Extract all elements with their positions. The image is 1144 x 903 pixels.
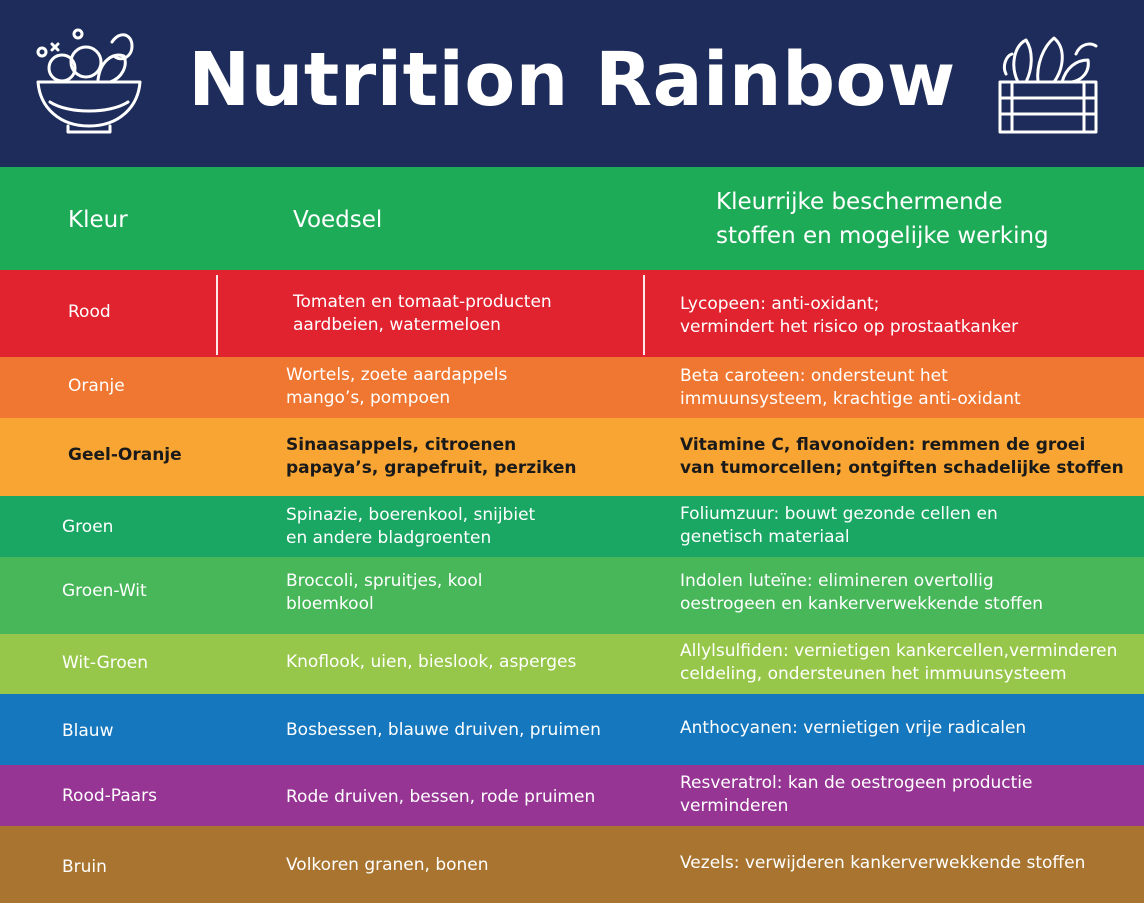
cell-voedsel-line1: Wortels, zoete aardappels [286, 365, 508, 385]
cell-voedsel-line2: aardbeien, watermeloen [293, 315, 501, 335]
cell-voedsel-line1: Knoflook, uien, bieslook, asperges [286, 652, 577, 672]
cell-voedsel-line1: Bosbessen, blauwe druiven, pruimen [286, 720, 601, 740]
cell-voedsel: Bosbessen, blauwe druiven, pruimen [286, 719, 636, 742]
cell-voedsel: Wortels, zoete aardappels mango’s, pompo… [286, 364, 636, 410]
cell-kleur: Oranje [68, 376, 125, 396]
cell-kleur: Groen-Wit [62, 581, 147, 601]
cell-stoffen-line1: Lycopeen: anti-oxidant; [680, 294, 880, 314]
cell-kleur: Rood [68, 302, 111, 322]
cell-stoffen: Beta caroteen: ondersteunt het immuunsys… [680, 365, 1140, 411]
cell-kleur: Rood-Paars [62, 786, 157, 806]
cell-voedsel: Volkoren granen, bonen [286, 854, 636, 877]
cell-voedsel-line1: Tomaten en tomaat-producten [293, 292, 552, 312]
column-divider-right [643, 275, 645, 355]
cell-voedsel: Rode druiven, bessen, rode pruimen [286, 786, 636, 809]
cell-voedsel: Broccoli, spruitjes, kool bloemkool [286, 570, 636, 616]
cell-stoffen: Lycopeen: anti-oxidant; vermindert het r… [680, 293, 1140, 339]
column-header-row: Kleur Voedsel Kleurrijke beschermende st… [0, 167, 1144, 270]
cell-voedsel-line1: Sinaasappels, citroenen [286, 435, 517, 455]
table-row-wit-groen: Wit-Groen Knoflook, uien, bieslook, aspe… [0, 634, 1144, 694]
table-row-oranje: Oranje Wortels, zoete aardappels mango’s… [0, 357, 1144, 418]
cell-voedsel-line2: bloemkool [286, 594, 374, 614]
cell-stoffen: Allylsulfiden: vernietigen kankercellen,… [680, 640, 1140, 686]
cell-stoffen-line2: vermindert het risico op prostaatkanker [680, 317, 1019, 337]
cell-stoffen-line2: verminderen [680, 796, 789, 816]
cell-stoffen: Vitamine C, flavonoïden: remmen de groei… [680, 434, 1140, 480]
cell-voedsel: Knoflook, uien, bieslook, asperges [286, 651, 636, 674]
cell-stoffen: Anthocyanen: vernietigen vrije radicalen [680, 717, 1140, 740]
cell-stoffen-line1: Vezels: verwijderen kankerverwekkende st… [680, 853, 1086, 873]
salad-bowl-icon [36, 28, 142, 134]
cell-stoffen-line1: Allylsulfiden: vernietigen kankercellen,… [680, 641, 1118, 661]
cell-stoffen: Foliumzuur: bouwt gezonde cellen en gene… [680, 503, 1140, 549]
cell-stoffen-line2: genetisch materiaal [680, 527, 850, 547]
cell-stoffen-line1: Anthocyanen: vernietigen vrije radicalen [680, 718, 1027, 738]
cell-voedsel-line2: en andere bladgroenten [286, 528, 492, 548]
cell-voedsel-line1: Spinazie, boerenkool, snijbiet [286, 505, 536, 525]
cell-voedsel: Tomaten en tomaat-producten aardbeien, w… [293, 291, 643, 337]
column-header-voedsel: Voedsel [293, 207, 383, 233]
table-row-geel-oranje: Geel-Oranje Sinaasappels, citroenen papa… [0, 418, 1144, 496]
cell-stoffen-line2: immuunsysteem, krachtige anti-oxidant [680, 389, 1021, 409]
cell-stoffen-line1: Indolen luteïne: elimineren overtollig [680, 571, 994, 591]
cell-voedsel-line1: Volkoren granen, bonen [286, 855, 489, 875]
cell-stoffen-line2: oestrogeen en kankerverwekkende stoffen [680, 594, 1044, 614]
cell-stoffen: Vezels: verwijderen kankerverwekkende st… [680, 852, 1140, 875]
cell-stoffen-line1: Resveratrol: kan de oestrogeen productie [680, 773, 1033, 793]
column-header-stoffen: Kleurrijke beschermende stoffen en mogel… [716, 185, 1136, 253]
page-title: Nutrition Rainbow [188, 37, 956, 123]
cell-voedsel-line2: mango’s, pompoen [286, 388, 451, 408]
cell-stoffen: Indolen luteïne: elimineren overtollig o… [680, 570, 1140, 616]
header-banner: Nutrition Rainbow [0, 0, 1144, 167]
vegetable-crate-icon [998, 36, 1098, 134]
cell-stoffen-line2: celdeling, ondersteunen het immuunsystee… [680, 664, 1067, 684]
cell-stoffen-line1: Vitamine C, flavonoïden: remmen de groei [680, 435, 1086, 455]
cell-stoffen: Resveratrol: kan de oestrogeen productie… [680, 772, 1140, 818]
cell-voedsel-line1: Rode druiven, bessen, rode pruimen [286, 787, 596, 807]
table-row-groen-wit: Groen-Wit Broccoli, spruitjes, kool bloe… [0, 557, 1144, 634]
table-row-rood: Rood Tomaten en tomaat-producten aardbei… [0, 270, 1144, 357]
cell-voedsel-line2: papaya’s, grapefruit, perziken [286, 458, 577, 478]
column-header-kleur: Kleur [68, 207, 128, 233]
cell-voedsel-line1: Broccoli, spruitjes, kool [286, 571, 483, 591]
cell-kleur: Groen [62, 517, 114, 537]
cell-kleur: Wit-Groen [62, 653, 149, 673]
cell-kleur: Blauw [62, 721, 114, 741]
table-row-groen: Groen Spinazie, boerenkool, snijbiet en … [0, 496, 1144, 557]
table-row-rood-paars: Rood-Paars Rode druiven, bessen, rode pr… [0, 765, 1144, 826]
cell-kleur: Geel-Oranje [68, 445, 182, 465]
table-row-blauw: Blauw Bosbessen, blauwe druiven, pruimen… [0, 694, 1144, 765]
cell-kleur: Bruin [62, 857, 107, 877]
cell-stoffen-line1: Foliumzuur: bouwt gezonde cellen en [680, 504, 998, 524]
cell-voedsel: Spinazie, boerenkool, snijbiet en andere… [286, 504, 636, 550]
column-header-stoffen-line1: Kleurrijke beschermende [716, 189, 1003, 215]
column-divider-left [216, 275, 218, 355]
cell-voedsel: Sinaasappels, citroenen papaya’s, grapef… [286, 434, 636, 480]
cell-stoffen-line1: Beta caroteen: ondersteunt het [680, 366, 948, 386]
cell-stoffen-line2: van tumorcellen; ontgiften schadelijke s… [680, 458, 1124, 478]
column-header-stoffen-line2: stoffen en mogelijke werking [716, 223, 1049, 249]
table-row-bruin: Bruin Volkoren granen, bonen Vezels: ver… [0, 826, 1144, 903]
